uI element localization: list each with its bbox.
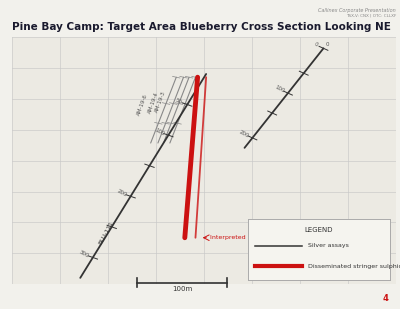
Text: 4: 4 — [382, 294, 388, 303]
Text: AM-19-4: AM-19-4 — [147, 91, 160, 115]
Text: 100: 100 — [274, 85, 286, 94]
Text: 0: 0 — [313, 42, 318, 48]
Text: 0: 0 — [326, 42, 329, 47]
Text: 200: 200 — [116, 189, 128, 198]
Text: AM-19-6: AM-19-6 — [136, 93, 148, 116]
Text: TSX-V: CNX | OTC: CLLXF: TSX-V: CNX | OTC: CLLXF — [346, 14, 396, 18]
Text: LEGEND: LEGEND — [305, 226, 333, 233]
Text: Interpreted Pine Bay Horizon: Interpreted Pine Bay Horizon — [210, 235, 301, 240]
Text: Disseminated stringer sulphides: Disseminated stringer sulphides — [308, 264, 400, 269]
Text: BLU-111: BLU-111 — [98, 220, 114, 246]
Text: Silver assays: Silver assays — [308, 243, 348, 248]
Text: 100: 100 — [154, 128, 166, 137]
Text: 300: 300 — [78, 250, 90, 259]
Text: Pine Bay Camp: Target Area Blueberry Cross Section Looking NE: Pine Bay Camp: Target Area Blueberry Cro… — [12, 23, 391, 32]
Text: Callinex Corporate Presentation: Callinex Corporate Presentation — [318, 8, 396, 13]
Text: 50: 50 — [174, 98, 183, 105]
Text: AM-19-3: AM-19-3 — [154, 90, 167, 113]
Text: 100m: 100m — [172, 286, 192, 292]
Text: 200: 200 — [238, 129, 250, 139]
